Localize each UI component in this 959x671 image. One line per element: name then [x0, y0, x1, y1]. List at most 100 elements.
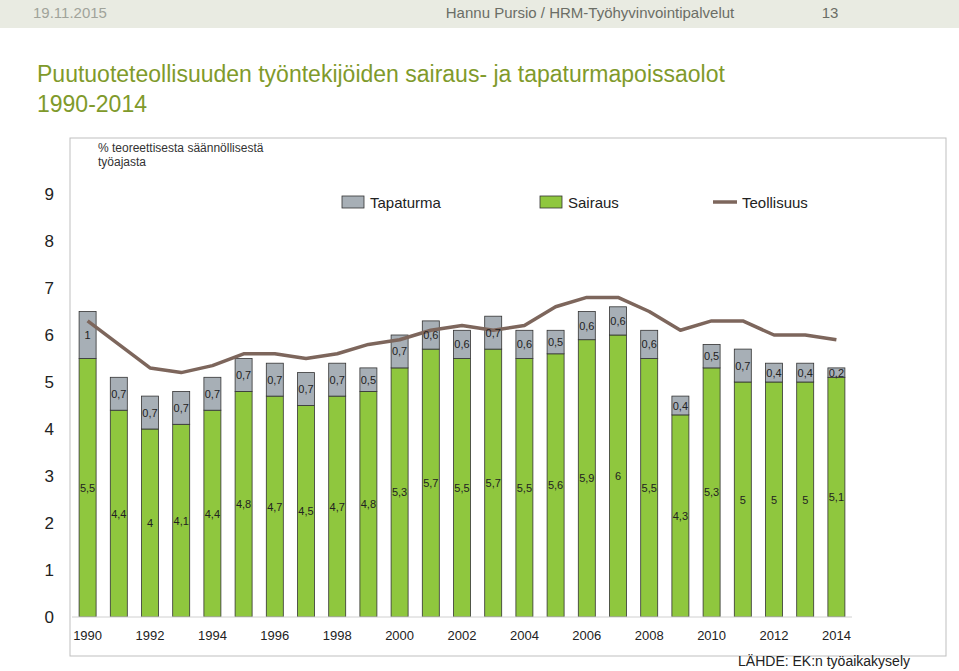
data-label: 4 [147, 517, 153, 529]
data-label: 0,4 [673, 400, 688, 412]
bar [110, 377, 127, 410]
x-tick-label: 2006 [572, 628, 601, 643]
data-label: 4,4 [111, 508, 126, 520]
bar [516, 330, 533, 358]
y-tick-label: 5 [45, 373, 54, 392]
bar [360, 391, 377, 617]
bar [703, 368, 720, 617]
x-tick-label: 2010 [697, 628, 726, 643]
bar [485, 316, 502, 349]
bar [797, 363, 814, 382]
bar [391, 368, 408, 617]
bar [235, 359, 252, 392]
data-label: 4,5 [298, 505, 313, 517]
data-label: 4,3 [673, 510, 688, 522]
bar [422, 349, 439, 617]
x-tick-label: 1994 [198, 628, 227, 643]
data-label: 0,6 [579, 320, 594, 332]
data-label: 0,5 [704, 350, 719, 362]
data-label: 0,7 [298, 383, 313, 395]
chart: 19.11.2015Hannu Pursio / HRM-Työhyvinvoi… [0, 0, 959, 671]
data-label: 5 [740, 494, 746, 506]
bar [79, 359, 96, 618]
data-label: 5,7 [486, 477, 501, 489]
data-label: 6 [615, 470, 621, 482]
y-tick-label: 8 [45, 232, 54, 251]
bar [454, 359, 471, 618]
data-label: 0,6 [423, 329, 438, 341]
data-labels: 5,54,444,14,44,84,74,54,74,85,35,75,55,7… [80, 315, 844, 529]
data-label: 5,9 [579, 472, 594, 484]
date: 19.11.2015 [33, 4, 107, 21]
data-label: 0,5 [361, 374, 376, 386]
y-tick-label: 0 [45, 608, 54, 627]
data-label: 0,7 [392, 345, 407, 357]
x-tick-label: 2004 [510, 628, 539, 643]
bar [797, 382, 814, 617]
bar [360, 368, 377, 392]
bar [266, 396, 283, 617]
bar [266, 363, 283, 396]
bar [766, 363, 783, 382]
bar [204, 377, 221, 410]
data-label: 0,7 [174, 402, 189, 414]
data-label: 5,5 [517, 482, 532, 494]
y-tick-label: 2 [45, 514, 54, 533]
data-label: 0,7 [330, 374, 345, 386]
x-tick-label: 2002 [448, 628, 477, 643]
data-label: 0,2 [829, 367, 844, 379]
y-tick-label: 6 [45, 326, 54, 345]
x-tick-label: 1990 [73, 628, 102, 643]
legend-label: Teollisuus [742, 194, 808, 211]
x-tick-label: 2014 [822, 628, 851, 643]
x-tick-label: 2012 [760, 628, 789, 643]
bar [641, 330, 658, 358]
data-label: 5,6 [548, 479, 563, 491]
data-label: 0,7 [486, 327, 501, 339]
data-label: 4,8 [361, 498, 376, 510]
data-label: 0,5 [548, 336, 563, 348]
line [88, 297, 837, 372]
bar [610, 335, 627, 617]
bar [578, 340, 595, 617]
bar [766, 382, 783, 617]
bar [142, 429, 159, 617]
source: LÄHDE: EK:n työaikakysely [738, 653, 910, 669]
bar [142, 396, 159, 429]
bar [672, 415, 689, 617]
data-label: 4,1 [174, 515, 189, 527]
bar [578, 312, 595, 340]
bar [298, 373, 315, 406]
data-label: 4,8 [236, 498, 251, 510]
bar [610, 307, 627, 335]
data-label: 4,7 [267, 501, 282, 513]
data-label: 0,6 [454, 338, 469, 350]
data-label: 5 [802, 494, 808, 506]
bar [641, 359, 658, 618]
x-tick-label: 2000 [385, 628, 414, 643]
legend-swatch [540, 196, 562, 208]
data-label: 0,7 [142, 407, 157, 419]
y-tick-label: 9 [45, 185, 54, 204]
bar [204, 410, 221, 617]
data-label: 5,3 [392, 486, 407, 498]
x-tick-label: 1998 [323, 628, 352, 643]
data-label: 4,7 [330, 501, 345, 513]
legend-label: Tapaturma [370, 194, 442, 211]
data-label: 0,7 [236, 369, 251, 381]
bar [173, 391, 190, 424]
title: Puutuoteteollisuuden työntekijöiden sair… [37, 61, 725, 87]
bar [235, 391, 252, 617]
page-number: 13 [822, 4, 839, 21]
bar [703, 344, 720, 368]
bar [173, 424, 190, 617]
bar [547, 354, 564, 617]
data-label: 5,7 [423, 477, 438, 489]
bar [422, 321, 439, 349]
bar [454, 330, 471, 358]
marks [79, 297, 845, 617]
y-tick-label: 3 [45, 467, 54, 486]
bar [79, 312, 96, 359]
data-label: 0,6 [642, 338, 657, 350]
data-label: 5,5 [642, 482, 657, 494]
